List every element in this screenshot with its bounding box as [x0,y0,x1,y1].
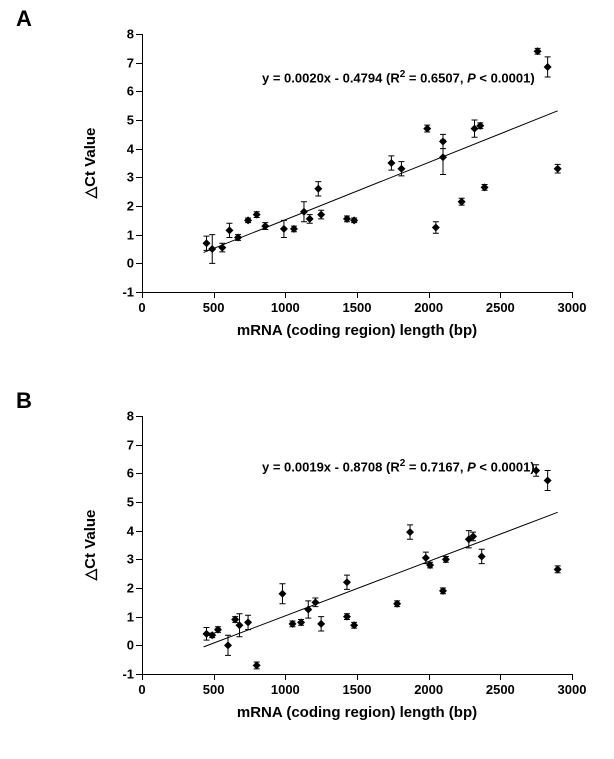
x-tick-label: 500 [203,300,225,315]
chart-b: 0 500 1000 1500 2000 2500 3000 -1 0 1 2 3 4 5 6 7 8 mRNA … [70,400,590,740]
y-axis-label: △Ct Value [81,510,99,581]
data-point [203,630,211,638]
y-tick-label: 0 [112,638,134,653]
y-tick-label: 7 [112,55,134,70]
data-point [406,528,414,536]
data-point [280,225,288,233]
x-tick-label: 2500 [486,300,515,315]
y-tick-label: 1 [112,227,134,242]
data-point [422,554,430,562]
x-tick-label: 1500 [343,682,372,697]
x-tick-label: 2000 [414,300,443,315]
data-point [244,216,252,224]
y-tick-label: -1 [112,667,134,682]
data-point [203,239,211,247]
x-tick-label: 0 [138,300,145,315]
x-axis-label: mRNA (coding region) length (bp) [237,704,477,721]
plot-svg [142,416,572,674]
y-tick-label: 3 [112,552,134,567]
x-tick-label: 500 [203,682,225,697]
y-tick-label: 4 [112,141,134,156]
data-point [423,125,431,133]
data-point [350,216,358,224]
y-tick-label: 2 [112,199,134,214]
x-axis-label: mRNA (coding region) length (bp) [237,322,477,339]
y-tick-label: 5 [112,113,134,128]
data-point [478,552,486,560]
y-axis-label: △Ct Value [81,128,99,199]
y-tick-label: 3 [112,170,134,185]
x-tick-label: 1000 [271,682,300,697]
data-point [253,661,261,669]
y-tick-label: 6 [112,466,134,481]
x-tick-label: 1000 [271,300,300,315]
y-tick-label: 7 [112,437,134,452]
panel-label-a: A [16,6,32,32]
plot-svg [142,34,572,292]
panel-label-b: B [16,388,32,414]
y-tick-label: 5 [112,495,134,510]
y-tick-label: 8 [112,27,134,42]
x-tick-label: 3000 [558,682,587,697]
data-point [544,477,552,485]
data-point [554,165,562,173]
y-tick-label: 4 [112,523,134,538]
data-point [317,211,325,219]
x-tick-label: 2500 [486,682,515,697]
data-point [304,606,312,614]
data-point [554,565,562,573]
data-point [387,159,395,167]
x-tick-label: 3000 [558,300,587,315]
data-point [225,226,233,234]
data-point [208,245,216,253]
data-point [458,198,466,206]
y-tick-label: 0 [112,256,134,271]
data-point [439,153,447,161]
chart-a: 0 500 1000 1500 2000 2500 3000 -1 0 1 2 3 4 5 6 7 8 mRNA … [70,18,590,358]
x-tick-label: 0 [138,682,145,697]
data-point [317,620,325,628]
x-tick-label: 1500 [343,300,372,315]
data-point [278,590,286,598]
data-point [343,578,351,586]
data-point [432,224,440,232]
y-tick-label: 6 [112,84,134,99]
data-point [544,63,552,71]
data-point [244,618,252,626]
y-tick-label: 8 [112,409,134,424]
data-point [224,641,232,649]
data-point [218,244,226,252]
regression-line [204,512,558,647]
data-point [397,165,405,173]
y-tick-label: 2 [112,581,134,596]
data-point [532,466,540,474]
y-tick-label: -1 [112,285,134,300]
x-tick-label: 2000 [414,682,443,697]
y-tick-label: 1 [112,609,134,624]
data-point [314,185,322,193]
regression-line [204,111,558,253]
